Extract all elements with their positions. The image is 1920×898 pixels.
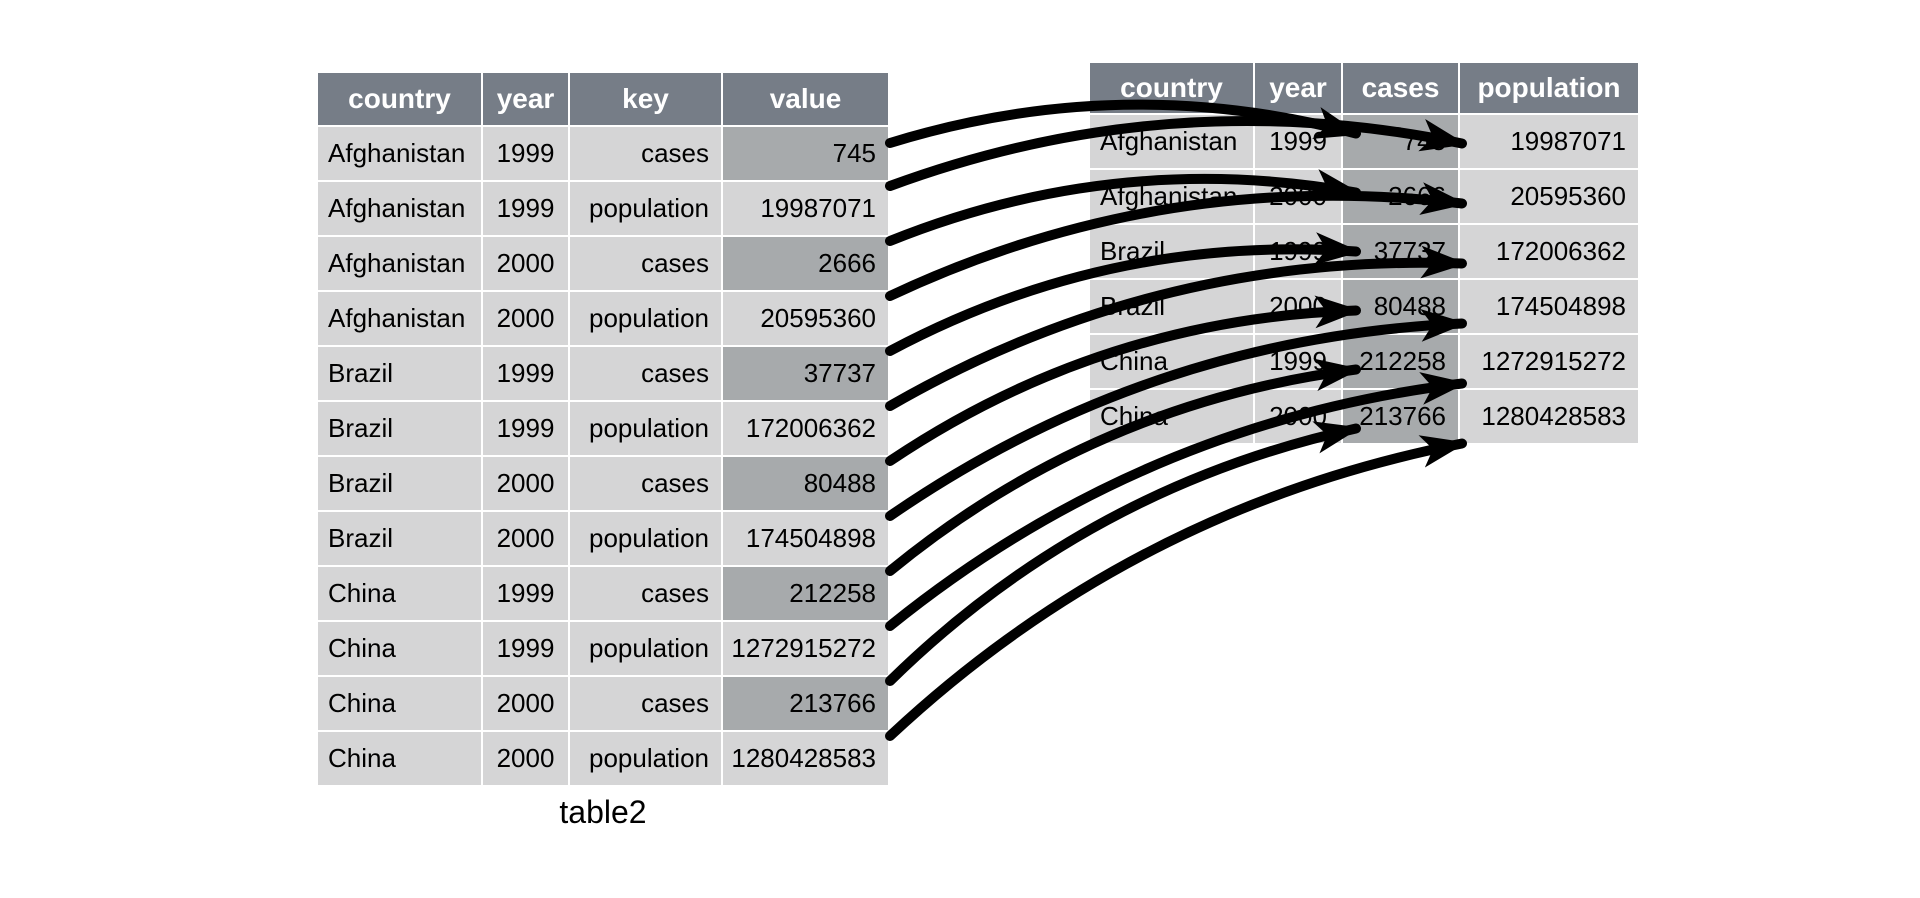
col-header-year: year: [1255, 63, 1341, 113]
cell-year: 1999: [1255, 335, 1341, 388]
cell-country: Brazil: [318, 512, 481, 565]
cell-year: 2000: [483, 292, 568, 345]
cell-year: 2000: [483, 732, 568, 785]
cell-value: 19987071: [723, 182, 888, 235]
cell-population: 20595360: [1460, 170, 1638, 223]
cell-country: China: [318, 567, 481, 620]
cell-key: cases: [570, 347, 721, 400]
cell-year: 1999: [1255, 115, 1341, 168]
table-caption: table2: [559, 794, 647, 830]
cell-country: China: [318, 622, 481, 675]
cell-population: 19987071: [1460, 115, 1638, 168]
cell-value: 2666: [723, 237, 888, 290]
cell-year: 2000: [483, 237, 568, 290]
cell-value: 1272915272: [723, 622, 888, 675]
cell-country: Brazil: [318, 457, 481, 510]
value-mapping-arrow: [885, 435, 1467, 741]
cell-cases: 745: [1343, 115, 1458, 168]
col-header-country: country: [318, 73, 481, 125]
cell-year: 1999: [483, 127, 568, 180]
cell-country: Afghanistan: [1090, 115, 1253, 168]
cell-cases: 37737: [1343, 225, 1458, 278]
cell-year: 2000: [1255, 280, 1341, 333]
cell-key: population: [570, 292, 721, 345]
cell-value: 745: [723, 127, 888, 180]
cell-population: 1272915272: [1460, 335, 1638, 388]
cell-year: 2000: [483, 457, 568, 510]
cell-cases: 2666: [1343, 170, 1458, 223]
cell-key: cases: [570, 677, 721, 730]
cell-country: Brazil: [318, 347, 481, 400]
cell-population: 172006362: [1460, 225, 1638, 278]
cell-country: China: [318, 677, 481, 730]
cell-population: 174504898: [1460, 280, 1638, 333]
col-header-value: value: [723, 73, 888, 125]
cell-value: 172006362: [723, 402, 888, 455]
cell-country: China: [1090, 390, 1253, 443]
cell-key: cases: [570, 457, 721, 510]
cell-cases: 213766: [1343, 390, 1458, 443]
cell-key: population: [570, 182, 721, 235]
col-header-population: population: [1460, 63, 1638, 113]
cell-key: cases: [570, 567, 721, 620]
cell-country: Afghanistan: [318, 292, 481, 345]
cell-key: cases: [570, 237, 721, 290]
cell-year: 1999: [483, 622, 568, 675]
cell-country: Brazil: [1090, 225, 1253, 278]
cell-year: 2000: [1255, 390, 1341, 443]
cell-country: Afghanistan: [318, 127, 481, 180]
cell-value: 212258: [723, 567, 888, 620]
cell-year: 1999: [483, 347, 568, 400]
col-header-key: key: [570, 73, 721, 125]
cell-country: China: [1090, 335, 1253, 388]
cell-year: 1999: [483, 182, 568, 235]
col-header-cases: cases: [1343, 63, 1458, 113]
cell-cases: 212258: [1343, 335, 1458, 388]
wide-table-result: country year cases population Afghanistan 199…: [1090, 63, 1638, 443]
cell-year: 1999: [483, 567, 568, 620]
cell-year: 2000: [483, 677, 568, 730]
value-mapping-arrow: [885, 421, 1361, 686]
cell-country: Brazil: [1090, 280, 1253, 333]
cell-key: population: [570, 732, 721, 785]
cell-year: 2000: [483, 512, 568, 565]
cell-country: Brazil: [318, 402, 481, 455]
cell-value: 80488: [723, 457, 888, 510]
cell-key: population: [570, 512, 721, 565]
cell-value: 1280428583: [723, 732, 888, 785]
cell-country: Afghanistan: [1090, 170, 1253, 223]
cell-key: cases: [570, 127, 721, 180]
cell-cases: 80488: [1343, 280, 1458, 333]
cell-value: 20595360: [723, 292, 888, 345]
col-header-year: year: [483, 73, 568, 125]
cell-year: 1999: [1255, 225, 1341, 278]
cell-key: population: [570, 402, 721, 455]
cell-year: 1999: [483, 402, 568, 455]
cell-value: 174504898: [723, 512, 888, 565]
long-table-table2: country year key value Afghanistan 1999 cases 7…: [318, 73, 888, 785]
cell-year: 2000: [1255, 170, 1341, 223]
cell-country: China: [318, 732, 481, 785]
cell-value: 37737: [723, 347, 888, 400]
cell-country: Afghanistan: [318, 237, 481, 290]
cell-value: 213766: [723, 677, 888, 730]
cell-country: Afghanistan: [318, 182, 481, 235]
cell-key: population: [570, 622, 721, 675]
col-header-country: country: [1090, 63, 1253, 113]
cell-population: 1280428583: [1460, 390, 1638, 443]
